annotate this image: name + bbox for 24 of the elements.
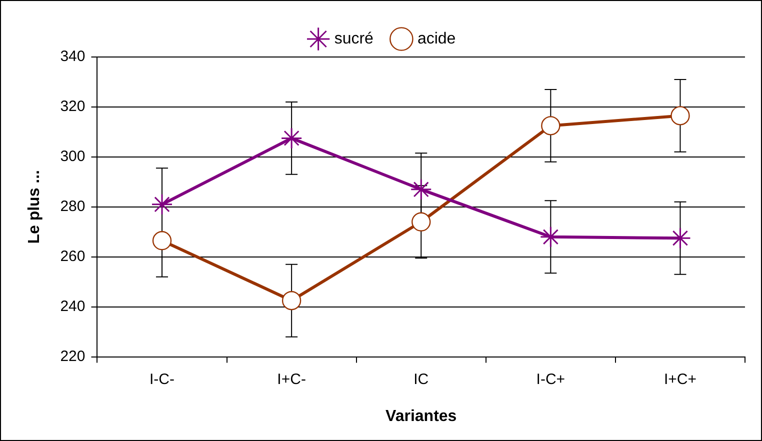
point [151,194,173,216]
point [282,290,302,310]
point [412,212,431,232]
point [280,127,302,149]
x-tick-label: I+C- [277,370,306,388]
point [410,178,432,200]
y-tick-label: 320 [60,98,86,116]
y-tick-label: 300 [60,148,86,166]
y-tick-label: 260 [60,248,86,266]
y-tick-label: 280 [60,198,86,216]
point [670,106,690,126]
y-tick-label: 340 [60,48,86,66]
point [541,116,560,136]
x-tick-label: I+C+ [664,370,697,388]
x-tick-label: I-C+ [536,370,566,388]
x-axis-title: Variantes [386,408,457,425]
y-axis-title: Le plus ... [26,170,44,244]
legend-label: sucré [334,30,374,48]
legend-label: acide [417,30,456,48]
y-tick-label: 240 [60,298,86,315]
x-tick-label: I-C- [150,370,175,388]
point [152,231,172,250]
y-tick-label: 220 [60,348,86,365]
x-tick-label: IC [414,370,429,388]
